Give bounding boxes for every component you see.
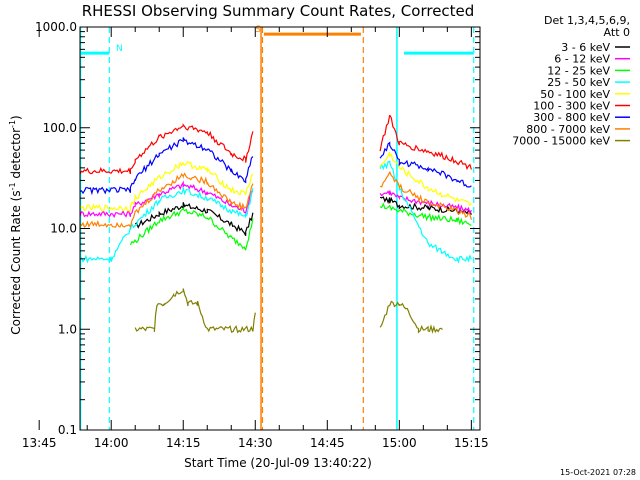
y-axis-label: Corrected Count Rate (s-1 detector-1)	[8, 115, 23, 334]
x-tick-label: 13:45	[22, 436, 57, 450]
legend-entry: 50 - 100 keV	[540, 88, 610, 101]
x-tick-label: 14:15	[166, 436, 201, 450]
chart-title: RHESSI Observing Summary Count Rates, Co…	[82, 2, 475, 20]
legend-entry: 800 - 7000 keV	[526, 123, 610, 136]
legend-entry: 12 - 25 keV	[547, 64, 610, 77]
axes: 1000.0 100.0 10.0 1.0 0.1 14:00 14:15 14:30 14:4…	[22, 20, 489, 450]
legend-entry: 3 - 6 keV	[561, 41, 610, 54]
legend-entry: 25 - 50 keV	[547, 76, 610, 89]
y-axis-label-sup1: -1	[8, 182, 17, 190]
x-tick-label: 15:00	[382, 436, 417, 450]
legend-entry: 300 - 800 keV	[533, 111, 610, 124]
y-tick-label: 0.1	[58, 423, 77, 437]
legend-header: Det 1,3,4,5,6,9,	[544, 14, 630, 27]
y-tick-label: 1000.0	[35, 20, 77, 34]
y-tick-label: 1.0	[58, 322, 77, 336]
y-axis-label-suffix: )	[9, 115, 23, 120]
series-line	[79, 137, 472, 196]
plot-area: NS	[79, 25, 475, 430]
series-line	[79, 171, 472, 229]
y-tick-label: 100.0	[43, 121, 77, 135]
marker-label: S	[255, 25, 261, 35]
x-tick-label: 14:30	[238, 436, 273, 450]
legend-entry: 100 - 300 keV	[533, 100, 610, 113]
legend-header: Att 0	[604, 26, 630, 39]
series-line	[129, 202, 472, 251]
y-axis-label-prefix: Corrected Count Rate (s	[9, 190, 23, 334]
x-tick-label: 14:45	[310, 436, 345, 450]
series-line	[134, 288, 443, 334]
y-tick-label: 10.0	[50, 222, 77, 236]
footer-date: 15-Oct-2021 07:28	[560, 468, 636, 477]
x-tick-label: 15:15	[454, 436, 489, 450]
marker-label: N	[116, 44, 123, 54]
y-axis-label-mid: detector	[9, 128, 23, 183]
y-axis-label-sup2: -1	[8, 120, 17, 128]
series-line	[79, 160, 472, 264]
legend-entry: 6 - 12 keV	[554, 53, 610, 66]
x-axis-label: Start Time (20-Jul-09 13:40:22)	[184, 456, 372, 470]
series-line	[79, 151, 472, 212]
legend-entry: 7000 - 15000 keV	[512, 135, 610, 148]
x-tick-label: 14:00	[94, 436, 129, 450]
series-line	[79, 114, 472, 175]
